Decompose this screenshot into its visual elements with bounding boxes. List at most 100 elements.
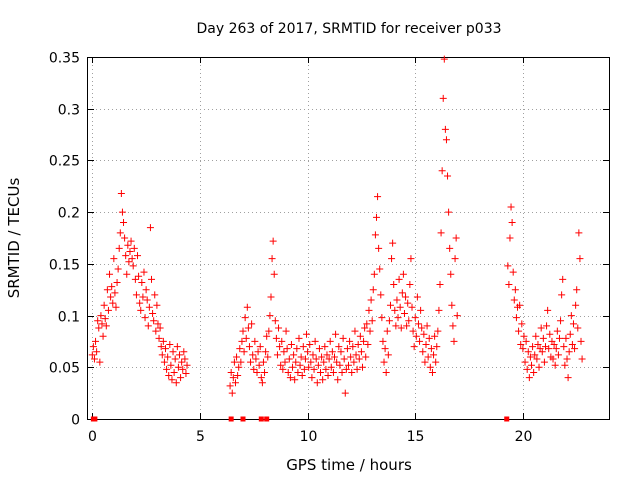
data-point xyxy=(422,341,430,349)
data-point xyxy=(578,355,586,363)
data-point xyxy=(270,270,278,278)
data-point xyxy=(405,317,413,325)
data-point xyxy=(339,334,347,342)
data-point xyxy=(533,355,541,363)
data-point xyxy=(239,327,247,335)
data-point xyxy=(243,303,251,311)
data-point xyxy=(350,358,358,366)
data-point xyxy=(382,368,390,376)
data-point xyxy=(518,320,526,328)
data-point xyxy=(236,345,244,353)
data-point xyxy=(319,376,327,384)
data-point xyxy=(99,332,107,340)
data-point xyxy=(114,265,122,273)
data-point xyxy=(152,327,160,335)
data-point xyxy=(342,365,350,373)
data-point xyxy=(324,372,332,380)
data-point xyxy=(325,355,333,363)
data-point xyxy=(299,343,307,351)
data-point xyxy=(110,255,118,263)
data-point xyxy=(280,348,288,356)
x-axis-label: GPS time / hours xyxy=(286,456,412,474)
data-point xyxy=(139,293,147,301)
data-point xyxy=(271,317,279,325)
data-point xyxy=(318,353,326,361)
data-point xyxy=(292,358,300,366)
data-point xyxy=(400,310,408,318)
data-point xyxy=(396,303,404,311)
data-point xyxy=(90,355,98,363)
data-point xyxy=(365,306,373,314)
data-point xyxy=(128,255,136,263)
data-point xyxy=(445,208,453,216)
data-point xyxy=(347,353,355,361)
data-point xyxy=(169,348,177,356)
data-point xyxy=(409,327,417,335)
data-point xyxy=(423,322,431,330)
y-tick-label: 0.35 xyxy=(49,51,80,67)
data-point xyxy=(123,270,131,278)
data-point xyxy=(545,345,553,353)
data-point xyxy=(98,320,106,328)
data-point xyxy=(171,355,179,363)
data-point xyxy=(436,281,444,289)
zero-value-point xyxy=(228,416,234,422)
data-point xyxy=(308,374,316,382)
data-point xyxy=(101,315,109,323)
data-point xyxy=(141,314,149,322)
y-tick-label: 0.15 xyxy=(49,258,80,274)
data-point xyxy=(178,358,186,366)
chart-title: Day 263 of 2017, SRMTID for receiver p03… xyxy=(196,21,501,37)
data-point xyxy=(572,301,580,309)
data-point xyxy=(562,334,570,342)
data-point xyxy=(296,361,304,369)
data-point xyxy=(310,365,318,373)
data-point xyxy=(441,125,449,133)
data-point xyxy=(117,190,125,198)
data-point xyxy=(403,322,411,330)
data-point xyxy=(427,345,435,353)
data-point xyxy=(538,348,546,356)
data-point xyxy=(340,355,348,363)
zero-value-point xyxy=(258,416,264,422)
data-point xyxy=(230,358,238,366)
data-point xyxy=(126,247,134,255)
data-point xyxy=(535,363,543,371)
data-point xyxy=(515,327,523,335)
data-point xyxy=(256,343,264,351)
data-point xyxy=(444,172,452,180)
y-tick-label: 0.3 xyxy=(58,103,80,119)
data-point xyxy=(153,301,161,309)
data-point xyxy=(452,234,460,242)
data-point xyxy=(523,365,531,373)
data-point xyxy=(298,372,306,380)
data-point xyxy=(560,343,568,351)
data-point xyxy=(544,306,552,314)
data-point xyxy=(93,348,101,356)
data-point xyxy=(565,348,573,356)
axis-ticks: 0 0.05 0.1 0.15 0.2 0.25 0.3 0.35 0 5 10 15 20 xyxy=(49,51,609,445)
data-point xyxy=(155,334,163,342)
data-point xyxy=(106,270,114,278)
data-point xyxy=(127,237,135,245)
data-point xyxy=(248,320,256,328)
data-point xyxy=(258,379,266,387)
data-point xyxy=(448,301,456,309)
data-point xyxy=(335,343,343,351)
data-point xyxy=(268,255,276,263)
data-point xyxy=(326,337,334,345)
data-point xyxy=(384,351,392,359)
data-point xyxy=(426,363,434,371)
data-point xyxy=(530,368,538,376)
data-point xyxy=(235,363,243,371)
data-point xyxy=(140,268,148,276)
data-point xyxy=(440,55,448,63)
data-point xyxy=(251,337,259,345)
data-point xyxy=(376,265,384,273)
data-point xyxy=(102,322,110,330)
data-point xyxy=(529,343,537,351)
data-point xyxy=(566,330,574,338)
data-point xyxy=(247,358,255,366)
data-point xyxy=(573,286,581,294)
data-point xyxy=(124,241,132,249)
